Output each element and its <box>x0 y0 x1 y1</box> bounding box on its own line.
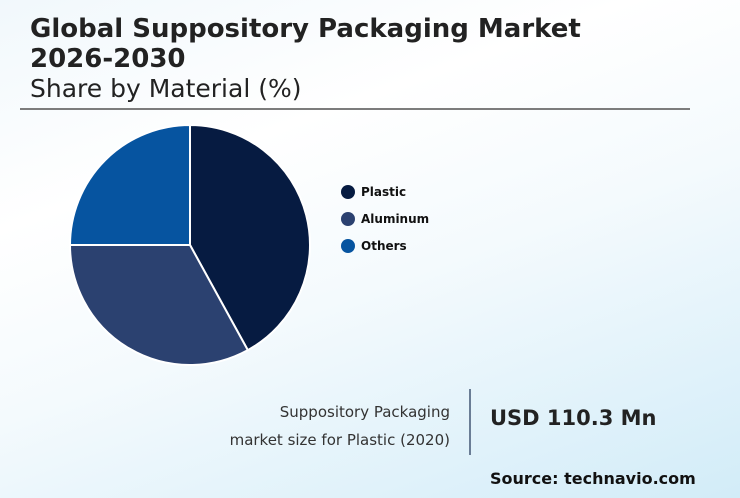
stat-label-line-1: Suppository Packaging <box>279 403 450 421</box>
pie-slice-aluminum <box>68 244 250 366</box>
legend-item-aluminum: Aluminum <box>341 201 429 237</box>
legend-dot-icon <box>341 239 355 253</box>
stat-value: USD 110.3 Mn <box>490 406 657 430</box>
pie-slice-plastic <box>189 123 311 352</box>
legend-item-plastic: Plastic <box>341 174 429 210</box>
legend-dot-icon <box>341 185 355 199</box>
legend-label: Plastic <box>361 185 407 199</box>
legend: Plastic Aluminum Others <box>341 174 429 264</box>
stat-label: Suppository Packaging market size for Pl… <box>230 398 450 454</box>
pie-slice-others <box>68 123 191 246</box>
legend-label: Aluminum <box>361 212 430 226</box>
title-line-1: Global Suppository Packaging Market <box>30 14 581 44</box>
chart-subtitle: Share by Material (%) <box>30 74 302 103</box>
header-divider <box>20 108 690 110</box>
chart-title: Global Suppository Packaging Market 2026… <box>30 14 581 74</box>
source-credit: Source: technavio.com <box>490 469 696 488</box>
legend-item-others: Others <box>341 228 429 264</box>
legend-label: Others <box>361 239 407 253</box>
title-line-2: 2026-2030 <box>30 44 186 74</box>
stat-divider <box>469 389 471 455</box>
stat-label-line-2: market size for Plastic (2020) <box>229 431 450 449</box>
legend-dot-icon <box>341 212 355 226</box>
pie-chart <box>68 123 311 366</box>
